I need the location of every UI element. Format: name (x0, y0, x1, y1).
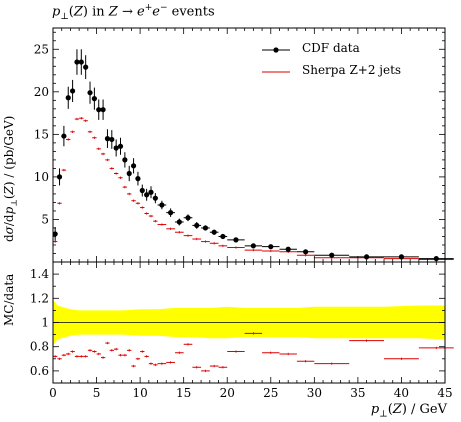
data-point (91, 96, 97, 102)
chart-title: p⊥(Z) in Z → e+e− events (52, 3, 215, 22)
data-point (202, 225, 209, 231)
data-point (96, 107, 102, 113)
data-point (194, 222, 200, 229)
data-point (250, 243, 256, 249)
data-point (52, 231, 58, 237)
x-tick-label: 35 (350, 386, 365, 400)
data-point (176, 219, 182, 225)
main-y-tick-label: 10 (34, 170, 49, 184)
x-tick-label: 15 (176, 386, 191, 400)
x-tick-label: 40 (394, 386, 409, 400)
data-point (130, 163, 137, 169)
legend-label-cdf: CDF data (302, 41, 360, 55)
data-point (148, 189, 154, 195)
x-tick-label: 45 (437, 386, 452, 400)
data-point (168, 210, 174, 216)
data-point (268, 244, 274, 250)
data-point (74, 59, 80, 65)
ratio-y-tick-label: 0.8 (30, 340, 49, 354)
main-y-tick-label: 5 (41, 212, 49, 226)
data-point (220, 233, 226, 240)
ratio-y-tick-label: 1.4 (30, 267, 49, 281)
data-point (109, 136, 115, 143)
data-point (211, 229, 217, 235)
data-point (61, 133, 67, 139)
data-point (185, 215, 191, 221)
data-point (104, 136, 111, 142)
main-y-tick-label: 25 (34, 42, 49, 56)
ratio-y-tick-label: 0.6 (30, 364, 49, 378)
data-point (433, 255, 439, 262)
data-point (56, 174, 63, 180)
data-point (100, 107, 106, 113)
data-point (159, 202, 165, 208)
x-axis-label: p⊥(Z) / GeV (370, 402, 447, 420)
data-point (83, 64, 89, 70)
data-point (329, 252, 335, 258)
data-point (117, 143, 124, 149)
x-tick-label: 25 (263, 386, 278, 400)
data-point (144, 192, 150, 198)
x-tick-label: 0 (49, 386, 57, 400)
legend-marker-cdf-point (273, 47, 279, 53)
data-point (78, 59, 84, 65)
data-point (364, 254, 370, 260)
main-y-tick-label: 15 (34, 127, 49, 141)
data-point (135, 176, 141, 182)
data-point (126, 170, 132, 177)
data-point (70, 88, 76, 94)
x-tick-label: 20 (220, 386, 235, 400)
ratio-y-tick-label: 1.2 (30, 291, 49, 305)
data-point (303, 249, 309, 255)
data-point (139, 187, 145, 194)
x-tick-label: 30 (307, 386, 322, 400)
legend-label-sherpa: Sherpa Z+2 jets (302, 63, 402, 77)
data-point (87, 90, 93, 96)
data-point (122, 157, 128, 163)
data-point (113, 145, 119, 151)
x-tick-label: 10 (132, 386, 147, 400)
data-point (65, 95, 71, 101)
main-y-tick-label: 20 (34, 85, 49, 99)
x-tick-label: 5 (93, 386, 101, 400)
data-point (152, 195, 158, 201)
data-point (233, 237, 239, 243)
data-point (285, 246, 291, 252)
ratio-y-tick-label: 1 (41, 316, 49, 330)
